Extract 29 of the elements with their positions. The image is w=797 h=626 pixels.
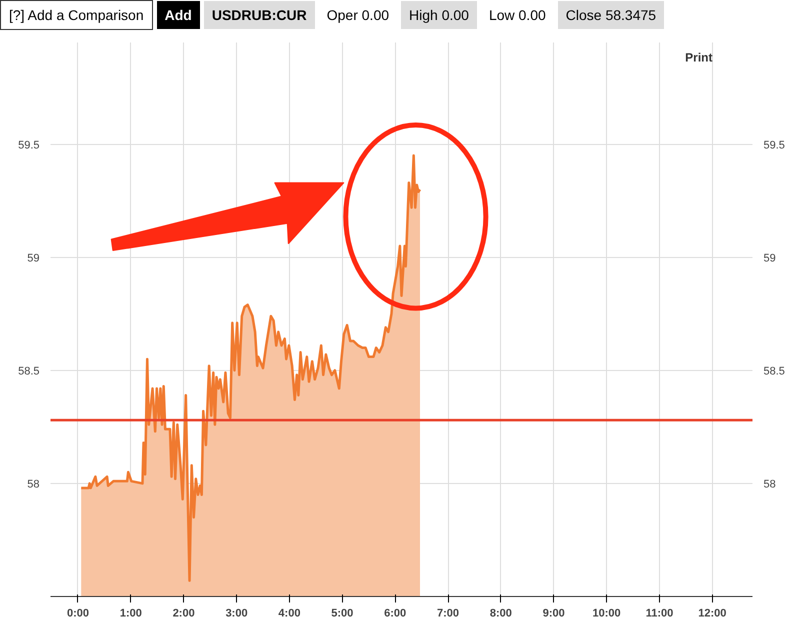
x-tick-label: 7:00 xyxy=(437,608,460,620)
x-tick-label: 11:00 xyxy=(646,608,674,620)
text: Oper 0.00 xyxy=(318,1,398,29)
x-tick-label: 3:00 xyxy=(226,608,248,620)
text: USDRUB:CUR xyxy=(204,1,315,29)
text: Close 58.3475 xyxy=(558,1,664,29)
y2-tick-label: 58.5 xyxy=(764,365,785,378)
y2-tick-label: 58 xyxy=(764,478,776,490)
x-tick-label: 5:00 xyxy=(331,608,354,620)
text: High 0.00 xyxy=(401,1,477,29)
x-tick-label: 8:00 xyxy=(490,608,512,620)
y-tick-label: 58 xyxy=(27,478,40,490)
x-tick-label: 9:00 xyxy=(542,608,565,620)
x-tick-label: 0:00 xyxy=(66,608,90,620)
y-tick-label: 59.5 xyxy=(18,139,40,152)
annotation: Print xyxy=(685,50,713,64)
y2-tick-label: 59 xyxy=(764,252,776,264)
x-tick-label: 6:00 xyxy=(384,608,406,620)
text: Low 0.00 xyxy=(480,1,554,29)
x-tick-label: 4:00 xyxy=(278,608,300,620)
y-tick-label: 58.5 xyxy=(18,365,40,378)
text: [?] Add a Comparison xyxy=(0,0,153,30)
x-tick-label: 1:00 xyxy=(120,608,142,620)
y-tick-label: 59 xyxy=(27,252,40,264)
x-tick-label: 10:00 xyxy=(592,608,621,620)
y2-tick-label: 59.5 xyxy=(764,139,785,152)
x-tick-label: 2:00 xyxy=(172,608,195,620)
text: Add xyxy=(156,1,200,29)
x-tick-label: 12:00 xyxy=(698,608,726,620)
